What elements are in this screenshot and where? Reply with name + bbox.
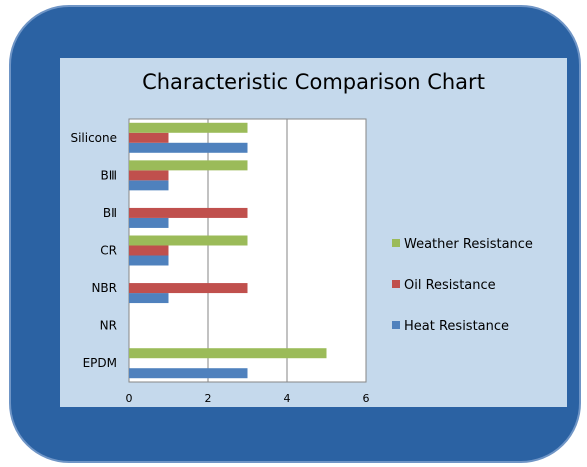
x-tick-label: 0 [126, 392, 133, 405]
bar-oil-resistance [129, 207, 248, 218]
category-label: NBR [91, 281, 117, 295]
category-label: CR [100, 244, 117, 258]
bar-heat-resistance [129, 180, 169, 191]
bar-heat-resistance [129, 255, 169, 266]
category-label: Silicone [70, 131, 117, 145]
chart-title: Characteristic Comparison Chart [142, 70, 485, 94]
bar-weather-resistance [129, 160, 248, 171]
category-label: EPDM [83, 356, 117, 370]
legend-swatch [392, 239, 400, 247]
category-label: NR [100, 319, 117, 333]
bar-oil-resistance [129, 283, 248, 294]
bar-weather-resistance [129, 235, 248, 246]
bar-oil-resistance [129, 132, 169, 143]
legend-swatch [392, 280, 400, 288]
x-tick-label: 4 [284, 392, 291, 405]
legend-swatch [392, 321, 400, 329]
bar-heat-resistance [129, 217, 169, 228]
bar-heat-resistance [129, 368, 248, 379]
category-label: BⅢ [100, 168, 117, 182]
bar-oil-resistance [129, 170, 169, 181]
category-label: BⅡ [103, 206, 117, 220]
bar-oil-resistance [129, 245, 169, 256]
legend-label: Oil Resistance [404, 278, 496, 293]
legend-label: Heat Resistance [404, 319, 509, 334]
legend-label: Weather Resistance [404, 237, 533, 252]
bar-weather-resistance [129, 122, 248, 133]
bar-weather-resistance [129, 348, 327, 359]
x-tick-label: 2 [205, 392, 212, 405]
x-tick-label: 6 [363, 392, 370, 405]
bar-heat-resistance [129, 293, 169, 304]
bar-heat-resistance [129, 142, 248, 153]
